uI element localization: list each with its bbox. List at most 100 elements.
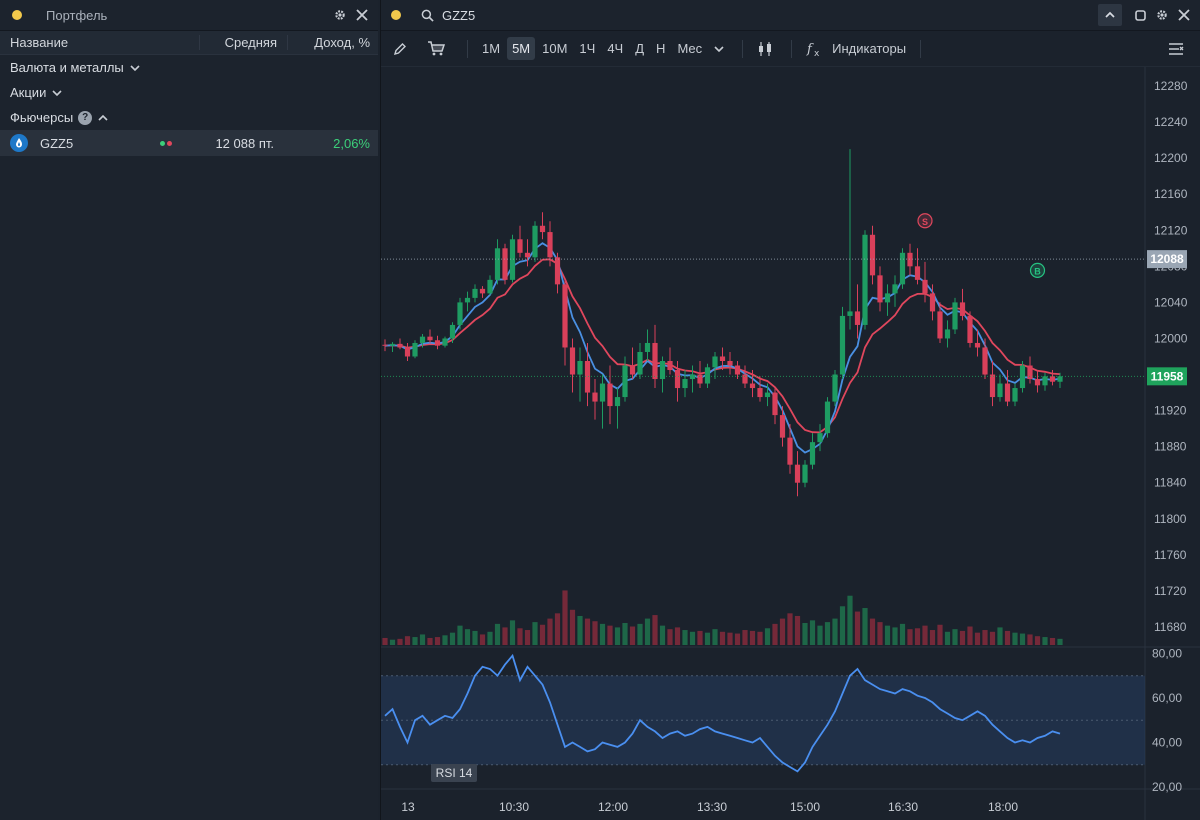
volume-bar <box>862 608 868 645</box>
help-icon[interactable]: ? <box>78 110 93 125</box>
cart-icon[interactable] <box>427 41 445 56</box>
column-yield[interactable]: Доход, % <box>314 35 370 50</box>
candle-body <box>922 279 928 294</box>
toolbar-divider <box>742 39 744 58</box>
volume-bar <box>689 631 696 645</box>
rsi-label: RSI 14 <box>436 766 473 780</box>
candle-body <box>742 374 748 384</box>
volume-bar <box>584 618 591 645</box>
candle-body <box>697 374 703 384</box>
chart-menu-icon[interactable] <box>1168 42 1184 59</box>
candle-body <box>419 336 426 343</box>
candle-body <box>569 347 576 375</box>
volume-bar <box>472 630 478 645</box>
column-name[interactable]: Название <box>0 35 200 50</box>
time-tick-label: 15:00 <box>790 800 820 814</box>
column-average[interactable]: Средняя <box>200 35 288 50</box>
volume-bar <box>757 631 763 645</box>
candle-body <box>809 442 816 465</box>
volume-bar <box>907 629 913 645</box>
volume-bar <box>734 633 741 645</box>
volume-bar <box>449 632 456 645</box>
price-tag-label: 11958 <box>1151 369 1184 383</box>
timeframe-day[interactable]: Д <box>635 41 645 56</box>
time-tick-label: 12:00 <box>598 800 628 814</box>
pencil-icon[interactable] <box>393 42 407 56</box>
candle-body <box>584 361 591 393</box>
volume-bar <box>884 625 891 645</box>
time-tick-label: 10:30 <box>499 800 529 814</box>
maximize-icon[interactable] <box>1132 7 1148 23</box>
average-price: 12 088 пт. <box>215 135 274 151</box>
chart-symbol[interactable]: GZZ5 <box>442 7 476 23</box>
candle-body <box>689 374 696 380</box>
candle-body <box>794 464 801 483</box>
volume-bar <box>487 631 493 645</box>
window-link-dot[interactable] <box>12 10 22 20</box>
price-tick-label: 11880 <box>1154 440 1187 454</box>
candlestick-type-icon[interactable] <box>757 41 773 57</box>
portfolio-row[interactable]: GZZ5 12 088 пт. 2,06% <box>0 130 378 156</box>
chevron-down-icon <box>52 89 62 97</box>
group-label: Акции <box>10 85 47 100</box>
candle-body <box>554 257 561 285</box>
timeframe-week[interactable]: Н <box>656 41 666 56</box>
volume-bar <box>607 625 613 645</box>
timeframe-10m[interactable]: 10М <box>542 41 568 56</box>
group-futures[interactable]: Фьючерсы ? <box>0 105 378 130</box>
volume-bar <box>1042 637 1048 645</box>
portfolio-titlebar: Портфель <box>0 0 378 31</box>
chevron-down-icon[interactable] <box>714 45 724 53</box>
volume-bar <box>389 639 396 645</box>
price-tag-label: 12088 <box>1150 252 1184 266</box>
price-tag <box>1147 250 1187 269</box>
window-link-dot[interactable] <box>391 10 401 20</box>
candle-body <box>517 239 523 253</box>
close-icon[interactable] <box>354 7 370 23</box>
candle-body <box>532 225 538 258</box>
volume-bar <box>787 613 793 645</box>
timeframe-1h[interactable]: 1Ч <box>579 41 596 56</box>
price-tick-label: 11840 <box>1154 476 1187 490</box>
gear-icon[interactable] <box>332 7 348 23</box>
volume-bar <box>652 615 658 645</box>
indicators-button[interactable]: Индикаторы <box>832 41 907 56</box>
candle-body <box>577 361 583 375</box>
candle-body <box>502 248 508 280</box>
volume-bar <box>502 627 508 645</box>
volume-bar <box>674 627 681 645</box>
volume-bar <box>622 623 628 645</box>
volume-bar <box>809 620 816 645</box>
timeframe-1m[interactable]: 1М <box>482 41 501 56</box>
group-stocks[interactable]: Акции <box>0 80 378 105</box>
timeframe-5m[interactable]: 5М <box>507 37 536 60</box>
toolbar-divider <box>791 39 793 58</box>
volume-bar <box>517 628 523 645</box>
time-tick-label: 13:30 <box>697 800 727 814</box>
volume-bar <box>742 630 748 645</box>
volume-bar <box>854 611 861 645</box>
candle-body <box>607 383 613 407</box>
volume-bar <box>1049 637 1056 645</box>
search-icon[interactable] <box>421 9 434 22</box>
close-icon[interactable] <box>1176 7 1192 23</box>
candle-body <box>457 302 463 325</box>
candle-body <box>494 248 501 280</box>
volume-bar <box>614 627 621 645</box>
group-currency-metals[interactable]: Валюта и металлы <box>0 55 378 80</box>
price-tick-label: 12280 <box>1154 79 1188 93</box>
collapse-button[interactable] <box>1098 4 1122 26</box>
portfolio-column-header: Название Средняя Доход, % <box>0 31 378 55</box>
gear-icon[interactable] <box>1154 7 1170 23</box>
ticker-symbol: GZZ5 <box>40 135 74 151</box>
volume-bar <box>877 622 883 645</box>
candle-body <box>629 365 636 375</box>
timeframe-4h[interactable]: 4Ч <box>607 41 624 56</box>
chart-panel: GZZ5 1М 5М 10М 1Ч 4Ч Д Н Мес <box>380 0 1200 820</box>
candle-body <box>787 437 793 465</box>
candle-body <box>757 388 763 398</box>
timeframe-month[interactable]: Мес <box>677 41 703 56</box>
